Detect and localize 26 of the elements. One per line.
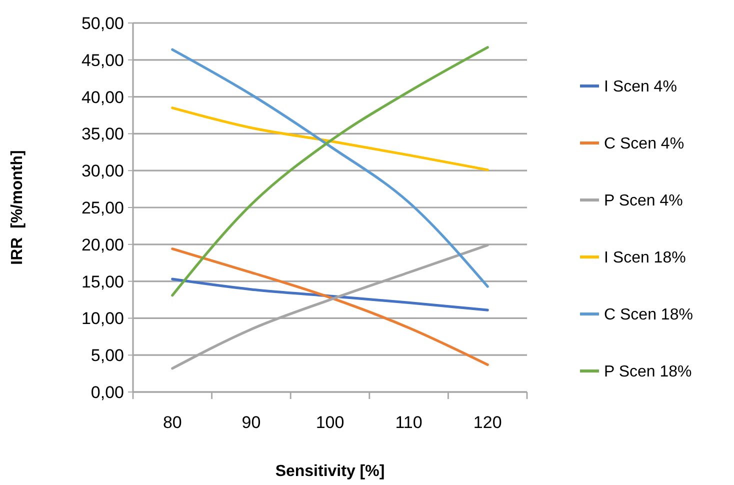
x-tick-label: 100	[316, 413, 344, 432]
y-tick-label: 0,00	[90, 382, 124, 402]
y-tick-label: 15,00	[81, 272, 124, 292]
legend-label: C Scen 4%	[604, 136, 684, 153]
y-tick-label: 35,00	[81, 124, 124, 144]
legend-label: I Scen 18%	[604, 250, 686, 267]
x-tick-label: 80	[162, 413, 182, 432]
y-tick-label: 40,00	[81, 88, 124, 107]
x-tick-label: 120	[473, 413, 502, 432]
line-series	[171, 278, 489, 312]
legend-label: I Scen 4%	[604, 78, 677, 96]
y-tick-label: 10,00	[81, 309, 124, 328]
y-tick-label: 45,00	[81, 50, 124, 70]
y-tick-label: 20,00	[81, 235, 124, 254]
y-tick-label: 30,00	[81, 162, 124, 181]
y-tick-label: 50,00	[81, 14, 124, 33]
legend-label: C Scen 18%	[604, 306, 693, 324]
y-tick-label: 25,00	[81, 198, 124, 218]
y-tick-label: 5,00	[90, 346, 124, 366]
y-axis-title: IRR [%/month]	[9, 150, 26, 265]
x-tick-label: 110	[395, 413, 422, 432]
line-series	[171, 106, 489, 172]
x-axis-title: Sensitivity [%]	[275, 463, 385, 480]
legend-label: P Scen 18%	[604, 364, 692, 381]
legend-label: P Scen 4%	[604, 192, 683, 210]
x-tick-label: 90	[242, 413, 261, 432]
